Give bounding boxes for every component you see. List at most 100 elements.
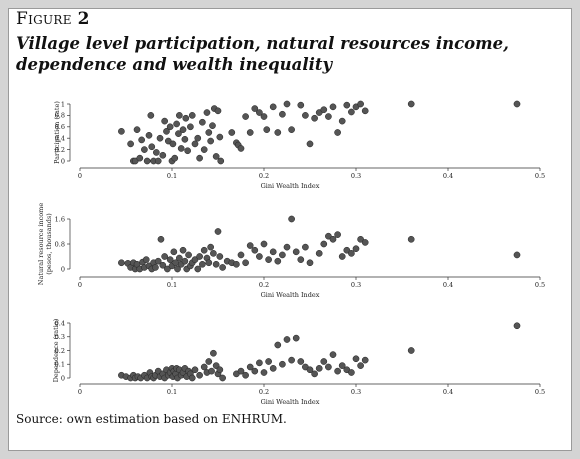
chart-2-point bbox=[174, 265, 181, 273]
chart-2-xtick-label: 0.5 bbox=[535, 281, 545, 289]
chart-1-point bbox=[205, 129, 213, 136]
chart-3-point bbox=[274, 341, 282, 349]
chart-2-point bbox=[233, 260, 240, 268]
chart-1-point bbox=[306, 140, 314, 148]
chart-2-point bbox=[191, 256, 199, 263]
chart-2-point bbox=[306, 259, 314, 267]
chart-1-point bbox=[194, 134, 202, 142]
chart-1-point bbox=[179, 126, 187, 133]
chart-3-point bbox=[246, 363, 254, 371]
chart-3-xtick-label: 0.4 bbox=[443, 388, 453, 396]
chart-2-point bbox=[161, 253, 168, 260]
chart-3-point bbox=[260, 369, 268, 376]
chart-1-point bbox=[251, 105, 259, 112]
chart-3-point bbox=[361, 356, 369, 364]
chart-1-point bbox=[161, 117, 168, 125]
chart-1-ytick-label: 0.8 bbox=[55, 112, 65, 120]
chart-3-point bbox=[191, 366, 199, 374]
chart-2-point bbox=[214, 228, 222, 235]
chart-1-point bbox=[216, 133, 224, 141]
figure-label: Figure 2 bbox=[16, 9, 90, 29]
chart-1-xtick-label: 0 bbox=[78, 172, 82, 180]
chart-3-point bbox=[292, 334, 300, 342]
chart-1-ytick-label: 1 bbox=[61, 100, 65, 108]
chart-3-point bbox=[265, 358, 272, 365]
chart-1-point bbox=[263, 126, 271, 133]
chart-1-point bbox=[302, 112, 309, 119]
chart-2-point bbox=[176, 254, 183, 262]
chart-3-point bbox=[329, 351, 337, 358]
chart-2-point bbox=[212, 260, 220, 268]
chart-2-point bbox=[338, 253, 346, 260]
chart-1-point bbox=[283, 100, 291, 108]
chart-1-point bbox=[171, 154, 179, 162]
chart-1-point bbox=[329, 103, 337, 111]
chart-2-point bbox=[343, 246, 351, 254]
chart-3-point bbox=[256, 359, 263, 367]
chart-1-point bbox=[118, 128, 125, 135]
chart-2-point bbox=[315, 250, 323, 257]
chart-3-ytick-label: 0.2 bbox=[55, 347, 65, 355]
chart-3-xtick-label: 0.5 bbox=[535, 388, 545, 396]
chart-2-y-axis-label: (pesos, thousands) bbox=[45, 213, 53, 275]
chart-2-point bbox=[166, 256, 174, 263]
chart-1-point bbox=[159, 151, 167, 159]
chart-1-point bbox=[513, 100, 521, 108]
chart-1-point bbox=[297, 101, 305, 109]
chart-2-point bbox=[292, 248, 300, 256]
chart-3-point bbox=[513, 322, 521, 330]
chart-1-point bbox=[361, 107, 369, 115]
chart-1-point bbox=[242, 113, 249, 120]
chart-2-point bbox=[279, 251, 286, 259]
chart-2-point bbox=[269, 248, 277, 256]
chart-2-point bbox=[157, 235, 165, 243]
chart-2-point bbox=[325, 232, 332, 240]
chart-1-point bbox=[343, 101, 351, 109]
chart-1-ytick-label: 0.2 bbox=[55, 146, 65, 154]
chart-1-point bbox=[177, 145, 185, 152]
chart-3-point bbox=[208, 367, 215, 375]
chart-1-point bbox=[357, 100, 364, 108]
chart-1-xtick-label: 0.5 bbox=[535, 172, 545, 180]
chart-2-point bbox=[210, 250, 217, 257]
figure-title: Village level participation, natural res… bbox=[16, 33, 556, 75]
chart-3-point bbox=[297, 358, 305, 365]
chart-3-point bbox=[279, 360, 286, 368]
chart-1-point bbox=[338, 117, 346, 125]
chart-1-xtick-label: 0.1 bbox=[167, 172, 177, 180]
chart-2-point bbox=[196, 253, 203, 260]
chart-1-point bbox=[154, 157, 162, 165]
chart-1-point bbox=[279, 110, 286, 118]
chart-1-point bbox=[156, 134, 164, 142]
chart-2-point bbox=[207, 243, 214, 251]
chart-1-point bbox=[274, 129, 282, 136]
chart-2-point bbox=[199, 260, 206, 268]
chart-3-point bbox=[269, 365, 277, 372]
chart-2-point bbox=[219, 264, 226, 271]
chart-1-point bbox=[288, 126, 295, 133]
chart-2-point bbox=[320, 240, 328, 248]
chart-3-point bbox=[357, 362, 364, 369]
chart-3-point bbox=[320, 358, 328, 365]
chart-3-point bbox=[210, 349, 217, 357]
chart-1-point bbox=[153, 149, 160, 156]
chart-1-xtick-label: 0.4 bbox=[443, 172, 453, 180]
chart-2-point bbox=[205, 259, 213, 267]
chart-3-point bbox=[352, 355, 360, 363]
chart-3-x-axis-label: Gini Wealth Index bbox=[261, 398, 320, 406]
chart-2-xtick-label: 0.1 bbox=[167, 281, 177, 289]
chart-1-point bbox=[256, 109, 263, 116]
chart-1-point bbox=[407, 100, 415, 108]
chart-3-point bbox=[188, 374, 196, 382]
chart-2-point bbox=[200, 246, 208, 254]
chart-2-point bbox=[170, 248, 178, 256]
chart-2-xtick-label: 0 bbox=[78, 281, 82, 289]
chart-1-point bbox=[187, 123, 194, 131]
chart-1-point bbox=[145, 132, 153, 139]
chart-1-point bbox=[148, 143, 156, 151]
chart-2-ytick-label: 1.6 bbox=[55, 215, 65, 223]
chart-2-point bbox=[302, 243, 309, 251]
figure-title-line-1: Village level participation, natural res… bbox=[16, 34, 509, 53]
chart-2-xtick-label: 0.4 bbox=[443, 281, 453, 289]
